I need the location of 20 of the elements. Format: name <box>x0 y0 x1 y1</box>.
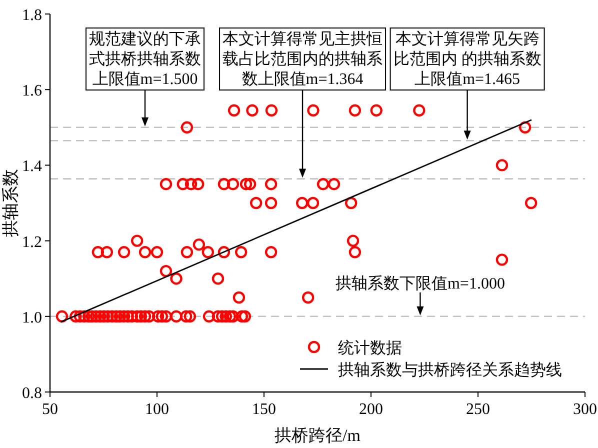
y-tick-label: 1.4 <box>22 158 42 176</box>
annotation: 本文计算得常见主拱恒载占比范围内的拱轴系数上限值m=1.364 <box>222 30 383 88</box>
y-tick-label: 0.8 <box>22 385 42 402</box>
y-tick-label: 1.6 <box>22 82 42 100</box>
x-tick-label: 200 <box>359 401 383 418</box>
x-tick-label: 100 <box>145 401 169 418</box>
annotation: 拱轴系数下限值m=1.000 <box>335 274 505 292</box>
legend-label: 拱轴系数与拱桥跨径关系趋势线 <box>338 361 562 379</box>
x-tick-label: 150 <box>252 401 276 418</box>
x-tick-label: 250 <box>466 401 490 418</box>
y-tick-label: 1.8 <box>22 7 42 24</box>
annotation: 本文计算得常见矢跨比范围内 的拱轴系数上限值m=1.465 <box>393 30 542 88</box>
x-axis-title: 拱桥跨径/m <box>274 426 360 445</box>
y-tick-label: 1.2 <box>22 234 42 251</box>
annotation: 规范建议的下承式拱桥拱轴系数上限值m=1.500 <box>89 30 202 88</box>
x-tick-label: 50 <box>42 401 58 418</box>
y-tick-label: 1.0 <box>22 309 42 326</box>
y-axis-title: 拱轴系数 <box>1 169 20 237</box>
x-tick-label: 300 <box>573 401 597 418</box>
legend-label: 统计数据 <box>338 339 402 357</box>
